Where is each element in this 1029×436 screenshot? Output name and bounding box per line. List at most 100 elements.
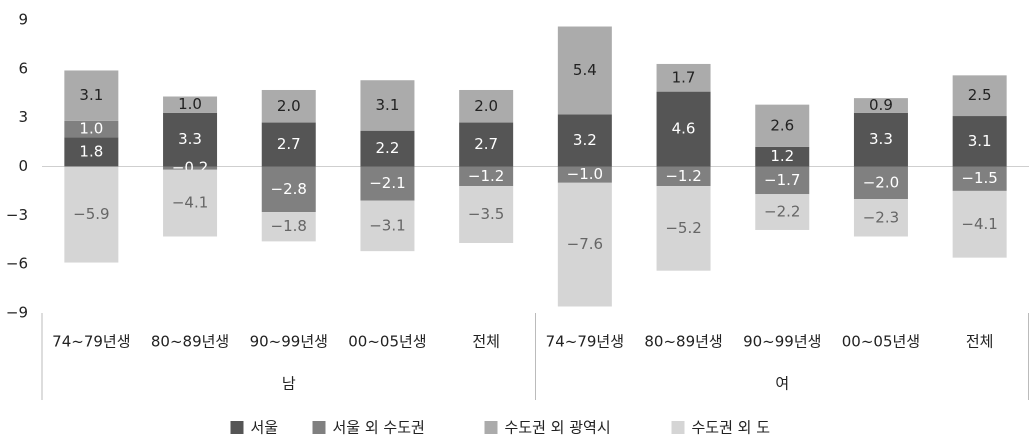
value-label: 0.9	[869, 96, 893, 114]
x-tick-label: 80~89년생	[644, 333, 722, 351]
bar-segment	[360, 130, 415, 167]
value-label: −2.0	[863, 173, 899, 191]
x-tick-label: 80~89년생	[151, 333, 229, 351]
x-tick-label: 00~05년생	[842, 333, 920, 351]
bar-segment	[952, 190, 1007, 258]
bar-segment	[853, 112, 908, 167]
value-label: −1.0	[567, 165, 603, 183]
legend-label: 수도권 외 도	[692, 419, 771, 436]
x-tick-label: 74~79년생	[52, 333, 130, 351]
value-label: 2.0	[474, 97, 498, 115]
bar-segment	[656, 91, 711, 167]
bar-segment	[360, 200, 415, 252]
value-label: 2.2	[376, 139, 400, 157]
x-tick-label: 74~79년생	[546, 333, 624, 351]
bar-segment	[459, 122, 514, 167]
value-label: 3.3	[869, 130, 893, 148]
x-tick-label: 90~99년생	[743, 333, 821, 351]
bar-segment	[853, 98, 908, 113]
y-tick-label: 0	[18, 157, 28, 175]
value-label: 5.4	[573, 61, 597, 79]
bar-segment	[163, 112, 218, 167]
bar-segment	[261, 212, 316, 242]
value-label: −1.2	[665, 167, 701, 185]
bar-segment	[64, 137, 119, 167]
legend-swatch	[671, 421, 685, 434]
value-label: −1.2	[468, 167, 504, 185]
value-label: −3.1	[369, 216, 405, 234]
bar-segment	[557, 26, 612, 115]
bar-segment	[459, 89, 514, 123]
bar-segment	[853, 199, 908, 237]
y-tick-label: −9	[6, 304, 28, 322]
bar-segment	[64, 166, 119, 263]
bar-segment	[261, 122, 316, 167]
value-label: 3.1	[376, 96, 400, 114]
bar-segment	[64, 70, 119, 121]
bar-segment	[557, 114, 612, 167]
group-label: 여	[775, 375, 789, 393]
bar-segment	[952, 75, 1007, 117]
legend-swatch	[312, 421, 326, 434]
y-tick-label: −3	[6, 206, 28, 224]
bar-segment	[755, 146, 810, 167]
bar-segment	[459, 186, 514, 244]
legend-label: 서울 외 수도권	[333, 419, 425, 436]
bar-segment	[755, 194, 810, 230]
bar-segment	[952, 116, 1007, 167]
bar-segment	[459, 166, 514, 187]
value-label: −2.8	[271, 180, 307, 198]
x-tick-label: 00~05년생	[348, 333, 426, 351]
y-tick-label: −6	[6, 255, 28, 273]
value-label: 4.6	[672, 120, 696, 138]
value-label: 3.1	[968, 132, 992, 150]
bar-segment	[656, 186, 711, 271]
bar-segment	[64, 120, 119, 138]
value-label: 2.7	[474, 135, 498, 153]
group-label: 남	[282, 375, 296, 393]
value-label: 3.2	[573, 131, 597, 149]
x-tick-label: 전체	[966, 333, 994, 351]
value-label: −2.2	[764, 203, 800, 221]
bar-segment	[656, 166, 711, 187]
value-label: −1.5	[961, 169, 997, 187]
bar-segment	[853, 166, 908, 200]
bar-segment	[261, 89, 316, 123]
value-label: −1.7	[764, 171, 800, 189]
y-tick-label: 9	[18, 11, 28, 29]
legend-label: 서울	[251, 419, 279, 436]
value-label: 3.1	[79, 86, 103, 104]
bar-segment	[557, 166, 612, 183]
value-label: −5.9	[73, 205, 109, 223]
legend-swatch	[484, 421, 498, 434]
bar-segment	[261, 166, 316, 213]
bar-segment	[755, 104, 810, 147]
y-tick-label: 3	[18, 108, 28, 126]
value-label: 2.6	[770, 116, 794, 134]
bar-segment	[656, 63, 711, 92]
value-label: 2.5	[968, 86, 992, 104]
bar-segment	[163, 169, 218, 237]
bar-segment	[163, 96, 218, 113]
y-tick-label: 6	[18, 59, 28, 77]
value-label: 2.7	[277, 135, 301, 153]
bar-segment	[557, 182, 612, 307]
value-label: 1.0	[79, 120, 103, 138]
legend-swatch	[230, 421, 244, 434]
value-label: 3.3	[178, 130, 202, 148]
value-label: −2.1	[369, 174, 405, 192]
bar-segment	[163, 166, 218, 170]
value-label: 1.0	[178, 95, 202, 113]
bar-segment	[360, 166, 415, 201]
legend-label: 수도권 외 광역시	[505, 419, 611, 436]
value-label: 1.8	[79, 142, 103, 160]
bar-segment	[952, 166, 1007, 191]
value-label: 2.0	[277, 97, 301, 115]
value-label: 1.2	[770, 147, 794, 165]
value-label: −4.1	[961, 215, 997, 233]
value-label: −1.8	[271, 217, 307, 235]
value-label: −3.5	[468, 205, 504, 223]
x-tick-label: 90~99년생	[250, 333, 328, 351]
value-label: −4.1	[172, 194, 208, 212]
